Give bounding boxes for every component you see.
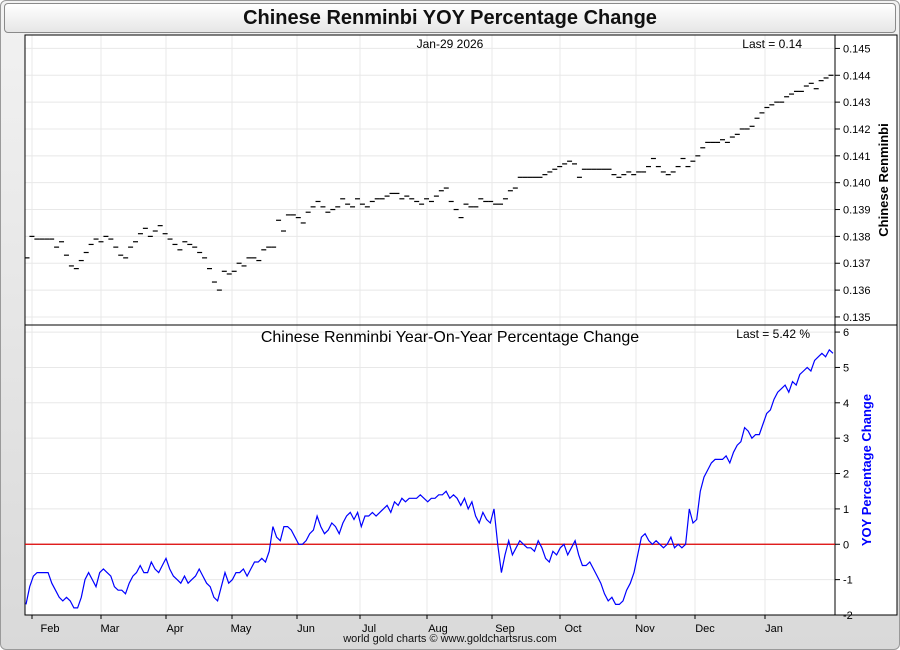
- plot-background: [25, 35, 897, 325]
- y-tick-label: 3: [843, 433, 849, 445]
- x-axis: Feb Mar Apr May Jun Jul Aug Sep Oct Nov Dec Jan: [31, 615, 783, 635]
- y-tick-label: -2: [843, 610, 853, 622]
- y-tick-label: 0.136: [843, 285, 871, 297]
- x-tick-label: Dec: [695, 623, 715, 635]
- y-tick-label: 0.143: [843, 97, 871, 109]
- y-tick-label: 0.144: [843, 70, 871, 82]
- y-tick-label: 0.142: [843, 124, 871, 136]
- date-label: Jan-29 2026: [417, 37, 484, 51]
- y-tick-label: 0.145: [843, 43, 871, 55]
- chart-title-bar: Chinese Renminbi YOY Percentage Change: [4, 3, 896, 33]
- last-value-label: Last = 0.14: [742, 37, 802, 51]
- y-axis-title: Chinese Renminbi: [876, 123, 891, 236]
- x-tick-label: Jan: [765, 623, 783, 635]
- page-title: Chinese Renminbi YOY Percentage Change: [243, 7, 657, 29]
- y-tick-label: -1: [843, 575, 853, 587]
- x-tick-label: Aug: [428, 623, 448, 635]
- y-tick-label: 6: [843, 327, 849, 339]
- yoy-panel: 6 5 4 3 2 1 0 -1 -2 Chinese Renminbi Year-On-Year…: [24, 324, 898, 622]
- plot-frame: [24, 324, 898, 616]
- y-tick-label: 0.139: [843, 205, 871, 217]
- plot-background: [25, 325, 897, 615]
- y-tick-label: 0.140: [843, 178, 871, 190]
- x-tick-label: Apr: [166, 623, 183, 635]
- y-tick-label: 2: [843, 469, 849, 481]
- y-tick-label: 1: [843, 504, 849, 516]
- yoy-last-value-label: Last = 5.42 %: [736, 327, 810, 341]
- y-tick-label: 0.137: [843, 258, 871, 270]
- price-panel: 0.145 0.144 0.143 0.142 0.141 0.140 0.139 0.138…: [24, 34, 898, 326]
- y-tick-label: 0: [843, 539, 849, 551]
- x-tick-label: May: [231, 623, 252, 635]
- y-tick-label: 5: [843, 362, 849, 374]
- y-tick-label: 4: [843, 398, 849, 410]
- y-tick-label: 0.138: [843, 231, 871, 243]
- x-tick-label: Jun: [297, 623, 315, 635]
- x-tick-label: Mar: [101, 623, 120, 635]
- x-tick-label: Jul: [362, 623, 376, 635]
- x-tick-label: Nov: [635, 623, 655, 635]
- yoy-y-axis-title: YOY Percentage Change: [859, 394, 874, 546]
- chart-footer: world gold charts © www.goldchartsrus.co…: [343, 633, 557, 645]
- x-tick-label: Sep: [495, 623, 515, 635]
- x-tick-label: Oct: [564, 623, 581, 635]
- yoy-series-line: [25, 348, 834, 609]
- y-tick-label: 0.135: [843, 312, 871, 324]
- yoy-chart-title: Chinese Renminbi Year-On-Year Percentage…: [261, 329, 639, 346]
- x-tick-label: Feb: [41, 623, 60, 635]
- y-tick-label: 0.141: [843, 151, 871, 163]
